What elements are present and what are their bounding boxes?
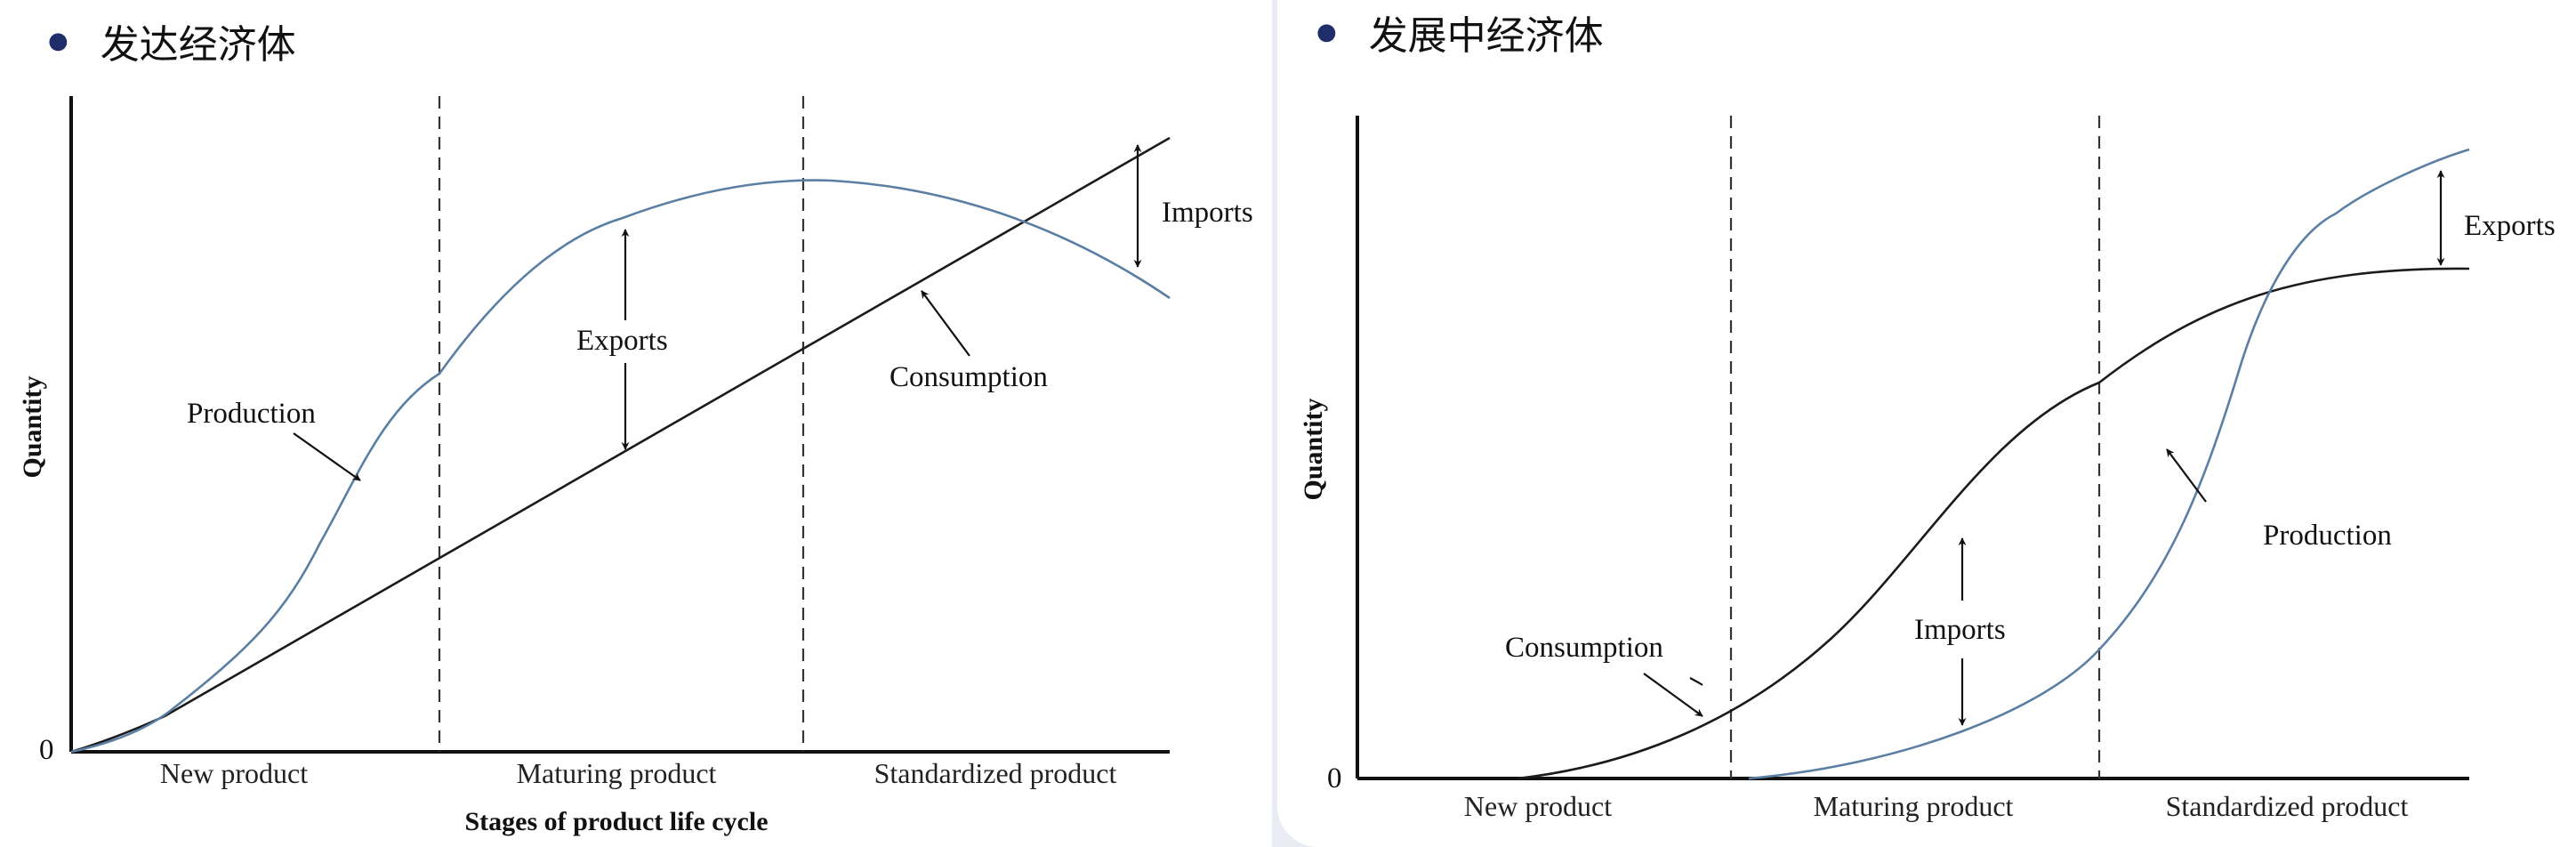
developed-economy-panel: ● 发达经济体 Production Exports Consumption I…: [0, 0, 1272, 847]
origin-label: 0: [1327, 762, 1342, 795]
production-curve: [1748, 148, 2470, 780]
consumption-pointer-stub: [1689, 677, 1701, 684]
production-label: Production: [187, 398, 316, 430]
stage-label-maturing: Maturing product: [1814, 790, 2014, 822]
consumption-label: Consumption: [1505, 632, 1663, 664]
x-axis-title: Stages of product life cycle: [464, 807, 768, 836]
origin-label: 0: [39, 734, 54, 766]
consumption-curve: [70, 136, 1171, 754]
stage-label-new: New product: [160, 757, 308, 789]
production-pointer-arrow: [293, 432, 361, 481]
consumption-curve: [1517, 267, 2470, 780]
heading-text: 发达经济体: [100, 22, 296, 68]
exports-label: Exports: [576, 325, 668, 357]
production-label: Production: [2263, 520, 2392, 552]
imports-label: Imports: [1162, 197, 1253, 229]
developed-economy-diagram: Production Exports Consumption Imports 0…: [18, 96, 1253, 836]
consumption-pointer-arrow: [1643, 673, 1703, 717]
y-axis-label: Quantity: [18, 375, 47, 478]
developing-economy-diagram: Consumption Imports Production Exports 0…: [1299, 116, 2556, 822]
consumption-label: Consumption: [890, 361, 1048, 393]
consumption-pointer-stub-2: [1699, 682, 1703, 686]
exports-label: Exports: [2464, 210, 2556, 242]
stage-label-new: New product: [1464, 790, 1612, 822]
stage-label-standardized: Standardized product: [874, 757, 1117, 789]
developing-economy-panel: ● 发展中经济体 Consumption Imports Production: [1277, 0, 2576, 847]
stage-label-maturing: Maturing product: [517, 757, 717, 789]
developing-economy-heading: ● 发展中经济体: [1316, 4, 1604, 60]
production-pointer-arrow: [2166, 448, 2207, 503]
bullet-icon: ●: [1316, 19, 1337, 45]
y-axis-label: Quantity: [1299, 398, 1328, 500]
imports-label: Imports: [1914, 614, 2006, 646]
heading-text: 发展中经济体: [1368, 13, 1604, 59]
consumption-pointer-arrow: [921, 290, 970, 357]
stage-label-standardized: Standardized product: [2166, 790, 2409, 822]
production-curve: [70, 179, 1171, 754]
developed-economy-heading: ● 发达经济体: [48, 12, 296, 69]
bullet-icon: ●: [48, 28, 68, 54]
